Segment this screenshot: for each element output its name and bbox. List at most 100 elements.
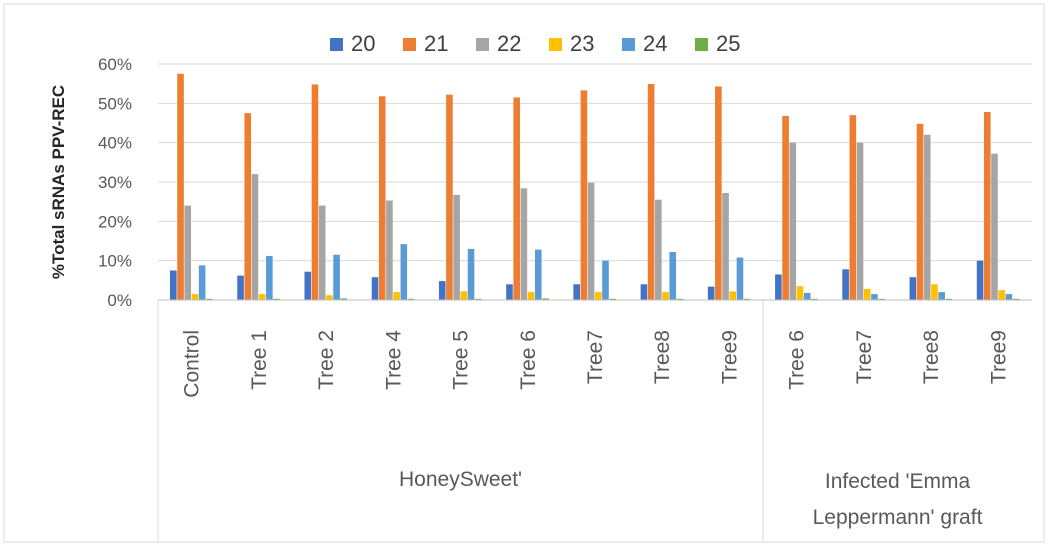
category-label: Tree8 bbox=[651, 330, 674, 384]
bar-24-3 bbox=[400, 244, 408, 300]
bar-20-4 bbox=[438, 281, 446, 300]
bar-21-1 bbox=[244, 113, 252, 300]
bar-24-0 bbox=[198, 265, 206, 300]
bar-21-3 bbox=[378, 96, 386, 300]
bar-22-0 bbox=[184, 205, 192, 300]
y-axis-tick-labels: 0% 10% 20% 30% 40% 50% 60% bbox=[98, 55, 132, 310]
legend-label: 22 bbox=[497, 31, 521, 56]
category-label: Tree 6 bbox=[517, 330, 540, 390]
category-label: Tree8 bbox=[920, 330, 943, 384]
bar-22-7 bbox=[655, 199, 662, 300]
group-label: Infected 'Emma bbox=[825, 470, 971, 493]
bar-20-11 bbox=[909, 277, 917, 300]
bar-23-8 bbox=[729, 291, 737, 300]
category-label: Tree 1 bbox=[248, 330, 271, 390]
bar-21-8 bbox=[715, 86, 722, 300]
category-label: Tree7 bbox=[584, 330, 607, 384]
category-label: Tree 2 bbox=[315, 330, 338, 390]
bar-21-7 bbox=[647, 84, 655, 300]
bar-25-9 bbox=[811, 298, 818, 300]
bar-22-3 bbox=[386, 200, 393, 300]
bar-23-6 bbox=[595, 292, 602, 300]
bar-24-6 bbox=[602, 260, 609, 300]
legend-swatch-20 bbox=[330, 38, 343, 51]
bar-21-4 bbox=[446, 94, 453, 301]
group-label: HoneySweet' bbox=[399, 468, 522, 491]
x-axis: Control Tree 1 Tree 2 Tree 4 Tree 5 Tree 6 Tre… bbox=[157, 299, 1032, 542]
bar-21-0 bbox=[177, 73, 184, 300]
bar-25-7 bbox=[676, 298, 684, 300]
bar-22-10 bbox=[856, 142, 864, 300]
bar-20-12 bbox=[976, 260, 984, 300]
bar-22-12 bbox=[991, 153, 998, 300]
bar-25-8 bbox=[743, 298, 751, 300]
category-label: Tree9 bbox=[987, 330, 1010, 384]
y-tick-label: 30% bbox=[98, 173, 132, 192]
bar-21-10 bbox=[849, 115, 857, 300]
legend-label: 25 bbox=[716, 31, 740, 56]
bar-22-11 bbox=[923, 134, 931, 300]
legend-label: 20 bbox=[351, 31, 375, 56]
bar-23-5 bbox=[527, 292, 535, 300]
bar-21-5 bbox=[513, 97, 520, 301]
bar-25-5 bbox=[542, 298, 549, 300]
bar-20-2 bbox=[304, 271, 312, 300]
bar-24-7 bbox=[669, 252, 677, 300]
legend-swatch-25 bbox=[695, 38, 708, 51]
legend: 20 21 22 23 24 25 bbox=[330, 31, 740, 56]
y-tick-label: 20% bbox=[98, 212, 132, 231]
legend-swatch-23 bbox=[549, 38, 562, 51]
legend-swatch-21 bbox=[403, 38, 416, 51]
bar-24-1 bbox=[266, 255, 273, 300]
bar-21-6 bbox=[580, 90, 588, 300]
bar-20-3 bbox=[371, 277, 379, 300]
bar-23-12 bbox=[998, 290, 1005, 300]
bar-24-8 bbox=[736, 257, 744, 300]
bar-23-7 bbox=[662, 292, 669, 300]
category-label: Control bbox=[181, 330, 204, 398]
bar-20-6 bbox=[573, 284, 580, 300]
bar-22-5 bbox=[520, 188, 528, 300]
bar-23-4 bbox=[460, 291, 468, 300]
legend-swatch-24 bbox=[622, 38, 635, 51]
bar-25-0 bbox=[206, 298, 213, 300]
bar-25-12 bbox=[1012, 298, 1020, 300]
category-label: Tree 6 bbox=[786, 330, 809, 390]
bar-20-0 bbox=[170, 270, 177, 300]
bar-20-9 bbox=[775, 274, 782, 300]
bar-23-2 bbox=[326, 295, 333, 300]
bar-20-1 bbox=[237, 275, 244, 300]
bar-22-6 bbox=[587, 182, 595, 300]
bar-23-10 bbox=[863, 288, 871, 300]
bar-25-11 bbox=[945, 298, 953, 300]
y-tick-label: 60% bbox=[98, 55, 132, 74]
category-label: Tree 5 bbox=[450, 330, 473, 390]
bar-20-5 bbox=[506, 284, 513, 300]
bar-22-4 bbox=[453, 194, 460, 300]
y-tick-label: 0% bbox=[107, 291, 132, 310]
group-label: Leppermann' graft bbox=[813, 506, 983, 529]
bar-25-4 bbox=[474, 298, 482, 300]
legend-label: 21 bbox=[424, 31, 448, 56]
bar-25-3 bbox=[407, 298, 415, 300]
bar-22-1 bbox=[251, 174, 259, 300]
y-tick-label: 50% bbox=[98, 94, 132, 113]
bar-22-2 bbox=[318, 205, 326, 300]
bar-23-9 bbox=[796, 286, 804, 300]
bar-25-6 bbox=[609, 298, 616, 300]
legend-swatch-22 bbox=[476, 38, 489, 51]
bar-21-12 bbox=[983, 111, 991, 301]
bar-25-2 bbox=[340, 298, 348, 300]
bar-24-10 bbox=[871, 294, 878, 300]
bar-24-9 bbox=[803, 292, 811, 300]
bar-23-1 bbox=[258, 294, 266, 300]
bar-24-2 bbox=[333, 254, 340, 300]
bar-25-10 bbox=[878, 298, 885, 300]
bar-24-12 bbox=[1005, 294, 1013, 300]
bar-20-7 bbox=[640, 284, 648, 300]
bar-23-0 bbox=[191, 294, 199, 300]
bar-21-9 bbox=[782, 115, 789, 300]
y-tick-label: 10% bbox=[98, 252, 132, 271]
bar-24-4 bbox=[467, 248, 475, 300]
